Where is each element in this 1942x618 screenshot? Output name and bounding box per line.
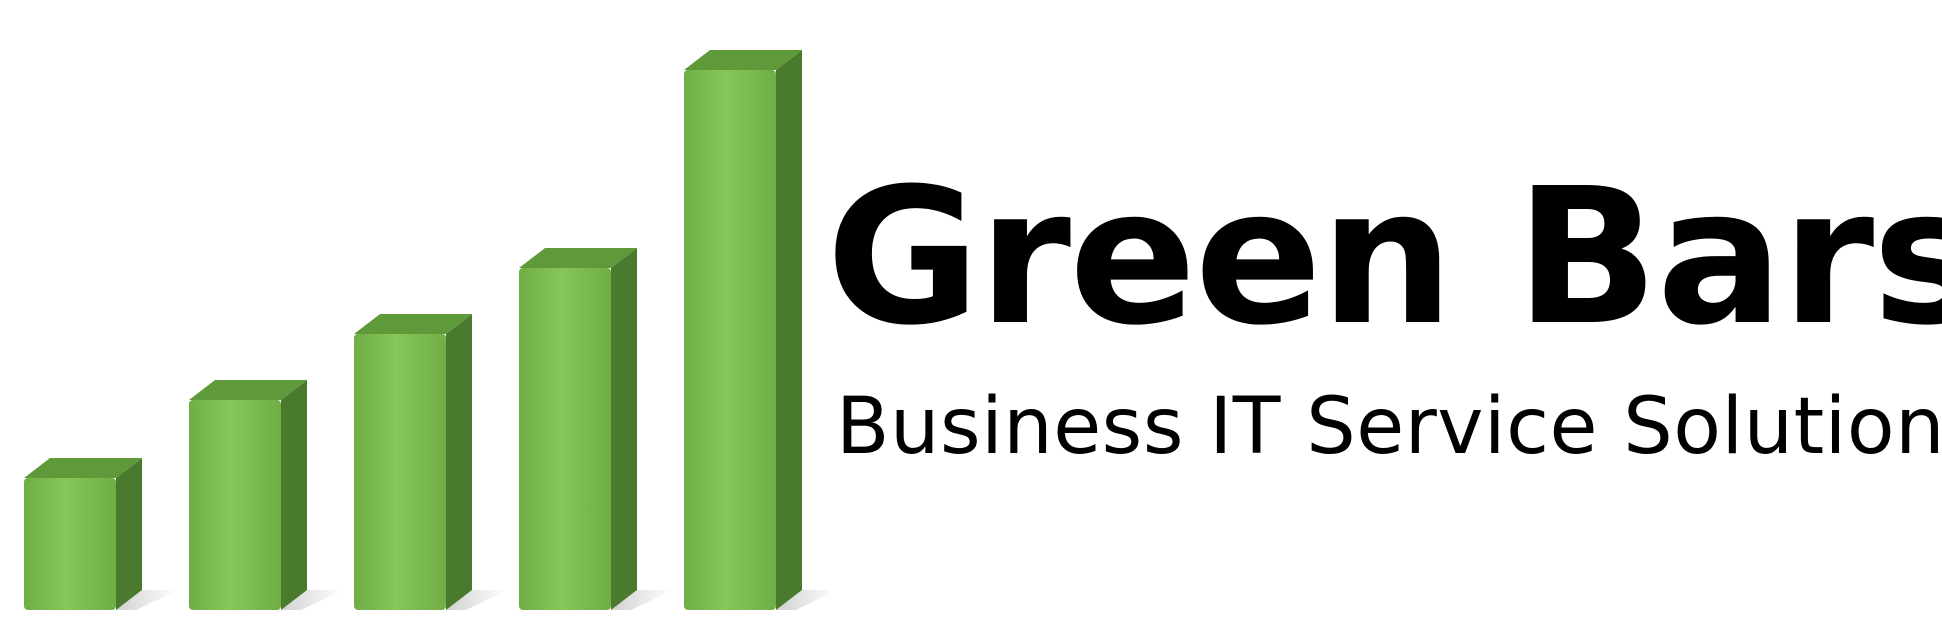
- brand-name: Green Bars: [826, 148, 1942, 367]
- logo-bar: [519, 248, 673, 610]
- logo-bar: [684, 50, 830, 610]
- logo-bar: [354, 314, 508, 610]
- logo-bars: [24, 50, 830, 610]
- logo-bar-chart-icon: [24, 50, 830, 610]
- brand-tagline: Business IT Service Solutions: [836, 382, 1942, 472]
- logo-bar: [24, 458, 178, 610]
- logo-bar: [189, 380, 343, 610]
